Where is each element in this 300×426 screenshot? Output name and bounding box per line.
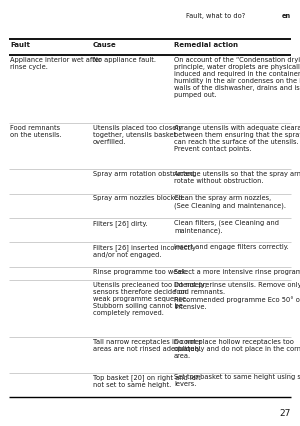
Text: Rinse programme too weak.: Rinse programme too weak. xyxy=(93,268,188,275)
Text: 27: 27 xyxy=(280,409,291,418)
Text: Tall narrow receptacles in corner
areas are not rinsed adequately.: Tall narrow receptacles in corner areas … xyxy=(93,339,202,352)
Text: On account of the “Condensation drying”
principle, water droplets are physically: On account of the “Condensation drying” … xyxy=(174,57,300,98)
Text: Remedial action: Remedial action xyxy=(174,42,238,48)
Text: Filters [26] inserted incorrectly
and/or not engaged.: Filters [26] inserted incorrectly and/or… xyxy=(93,244,196,258)
Text: Clean the spray arm nozzles,
(See Cleaning and maintenance).: Clean the spray arm nozzles, (See Cleani… xyxy=(174,196,286,209)
Text: Top basket [20] on right and left
not set to same height.: Top basket [20] on right and left not se… xyxy=(93,374,201,388)
Text: Spray arm nozzles blocked.: Spray arm nozzles blocked. xyxy=(93,196,184,201)
Text: Utensils precleaned too intensely;
sensors therefore decide on
weak programme se: Utensils precleaned too intensely; senso… xyxy=(93,282,207,316)
Text: Fault: Fault xyxy=(11,42,31,48)
Text: Select a more intensive rinse programme.: Select a more intensive rinse programme. xyxy=(174,268,300,275)
Text: en: en xyxy=(282,13,291,19)
Text: Fault, what to do?: Fault, what to do? xyxy=(186,13,245,19)
Text: Clean filters, (see Cleaning and
maintenance).: Clean filters, (see Cleaning and mainten… xyxy=(174,220,279,234)
Text: Insert and engage filters correctly.: Insert and engage filters correctly. xyxy=(174,244,289,250)
Text: Food remnants
on the utensils.: Food remnants on the utensils. xyxy=(11,125,62,138)
Text: Cause: Cause xyxy=(93,42,117,48)
Text: No appliance fault.: No appliance fault. xyxy=(93,57,156,63)
Text: Set top basket to same height using side
levers.: Set top basket to same height using side… xyxy=(174,374,300,387)
Text: Arrange utensils so that the spray arm can
rotate without obstruction.: Arrange utensils so that the spray arm c… xyxy=(174,171,300,184)
Text: Do not place hollow receptacles too
obliquely and do not place in the corner
are: Do not place hollow receptacles too obli… xyxy=(174,339,300,359)
Text: Filters [26] dirty.: Filters [26] dirty. xyxy=(93,220,148,227)
Text: Utensils placed too closely
together, utensils basket
overfilled.: Utensils placed too closely together, ut… xyxy=(93,125,182,145)
Text: Arrange utensils with adequate clearance
between them ensuring that the spray je: Arrange utensils with adequate clearance… xyxy=(174,125,300,152)
Text: Appliance interior wet after
rinse cycle.: Appliance interior wet after rinse cycle… xyxy=(11,57,102,70)
Text: Do not prerinse utensils. Remove only large
food remnants.
Recommended programme: Do not prerinse utensils. Remove only la… xyxy=(174,282,300,310)
Text: Spray arm rotation obstructed.: Spray arm rotation obstructed. xyxy=(93,171,196,177)
